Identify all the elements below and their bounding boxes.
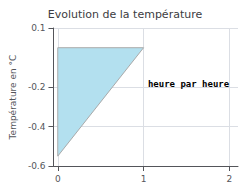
- svg-text:-0.2: -0.2: [28, 82, 46, 92]
- svg-text:Température en °C: Température en °C: [8, 55, 18, 141]
- svg-text:1: 1: [141, 174, 147, 184]
- svg-text:Evolution de la température: Evolution de la température: [48, 8, 203, 21]
- svg-text:heure par heure: heure par heure: [148, 79, 230, 89]
- svg-text:2: 2: [227, 174, 233, 184]
- svg-text:0: 0: [55, 174, 61, 184]
- svg-text:-0.6: -0.6: [28, 161, 46, 171]
- svg-text:0.1: 0.1: [31, 23, 45, 33]
- svg-text:-0.4: -0.4: [28, 122, 46, 132]
